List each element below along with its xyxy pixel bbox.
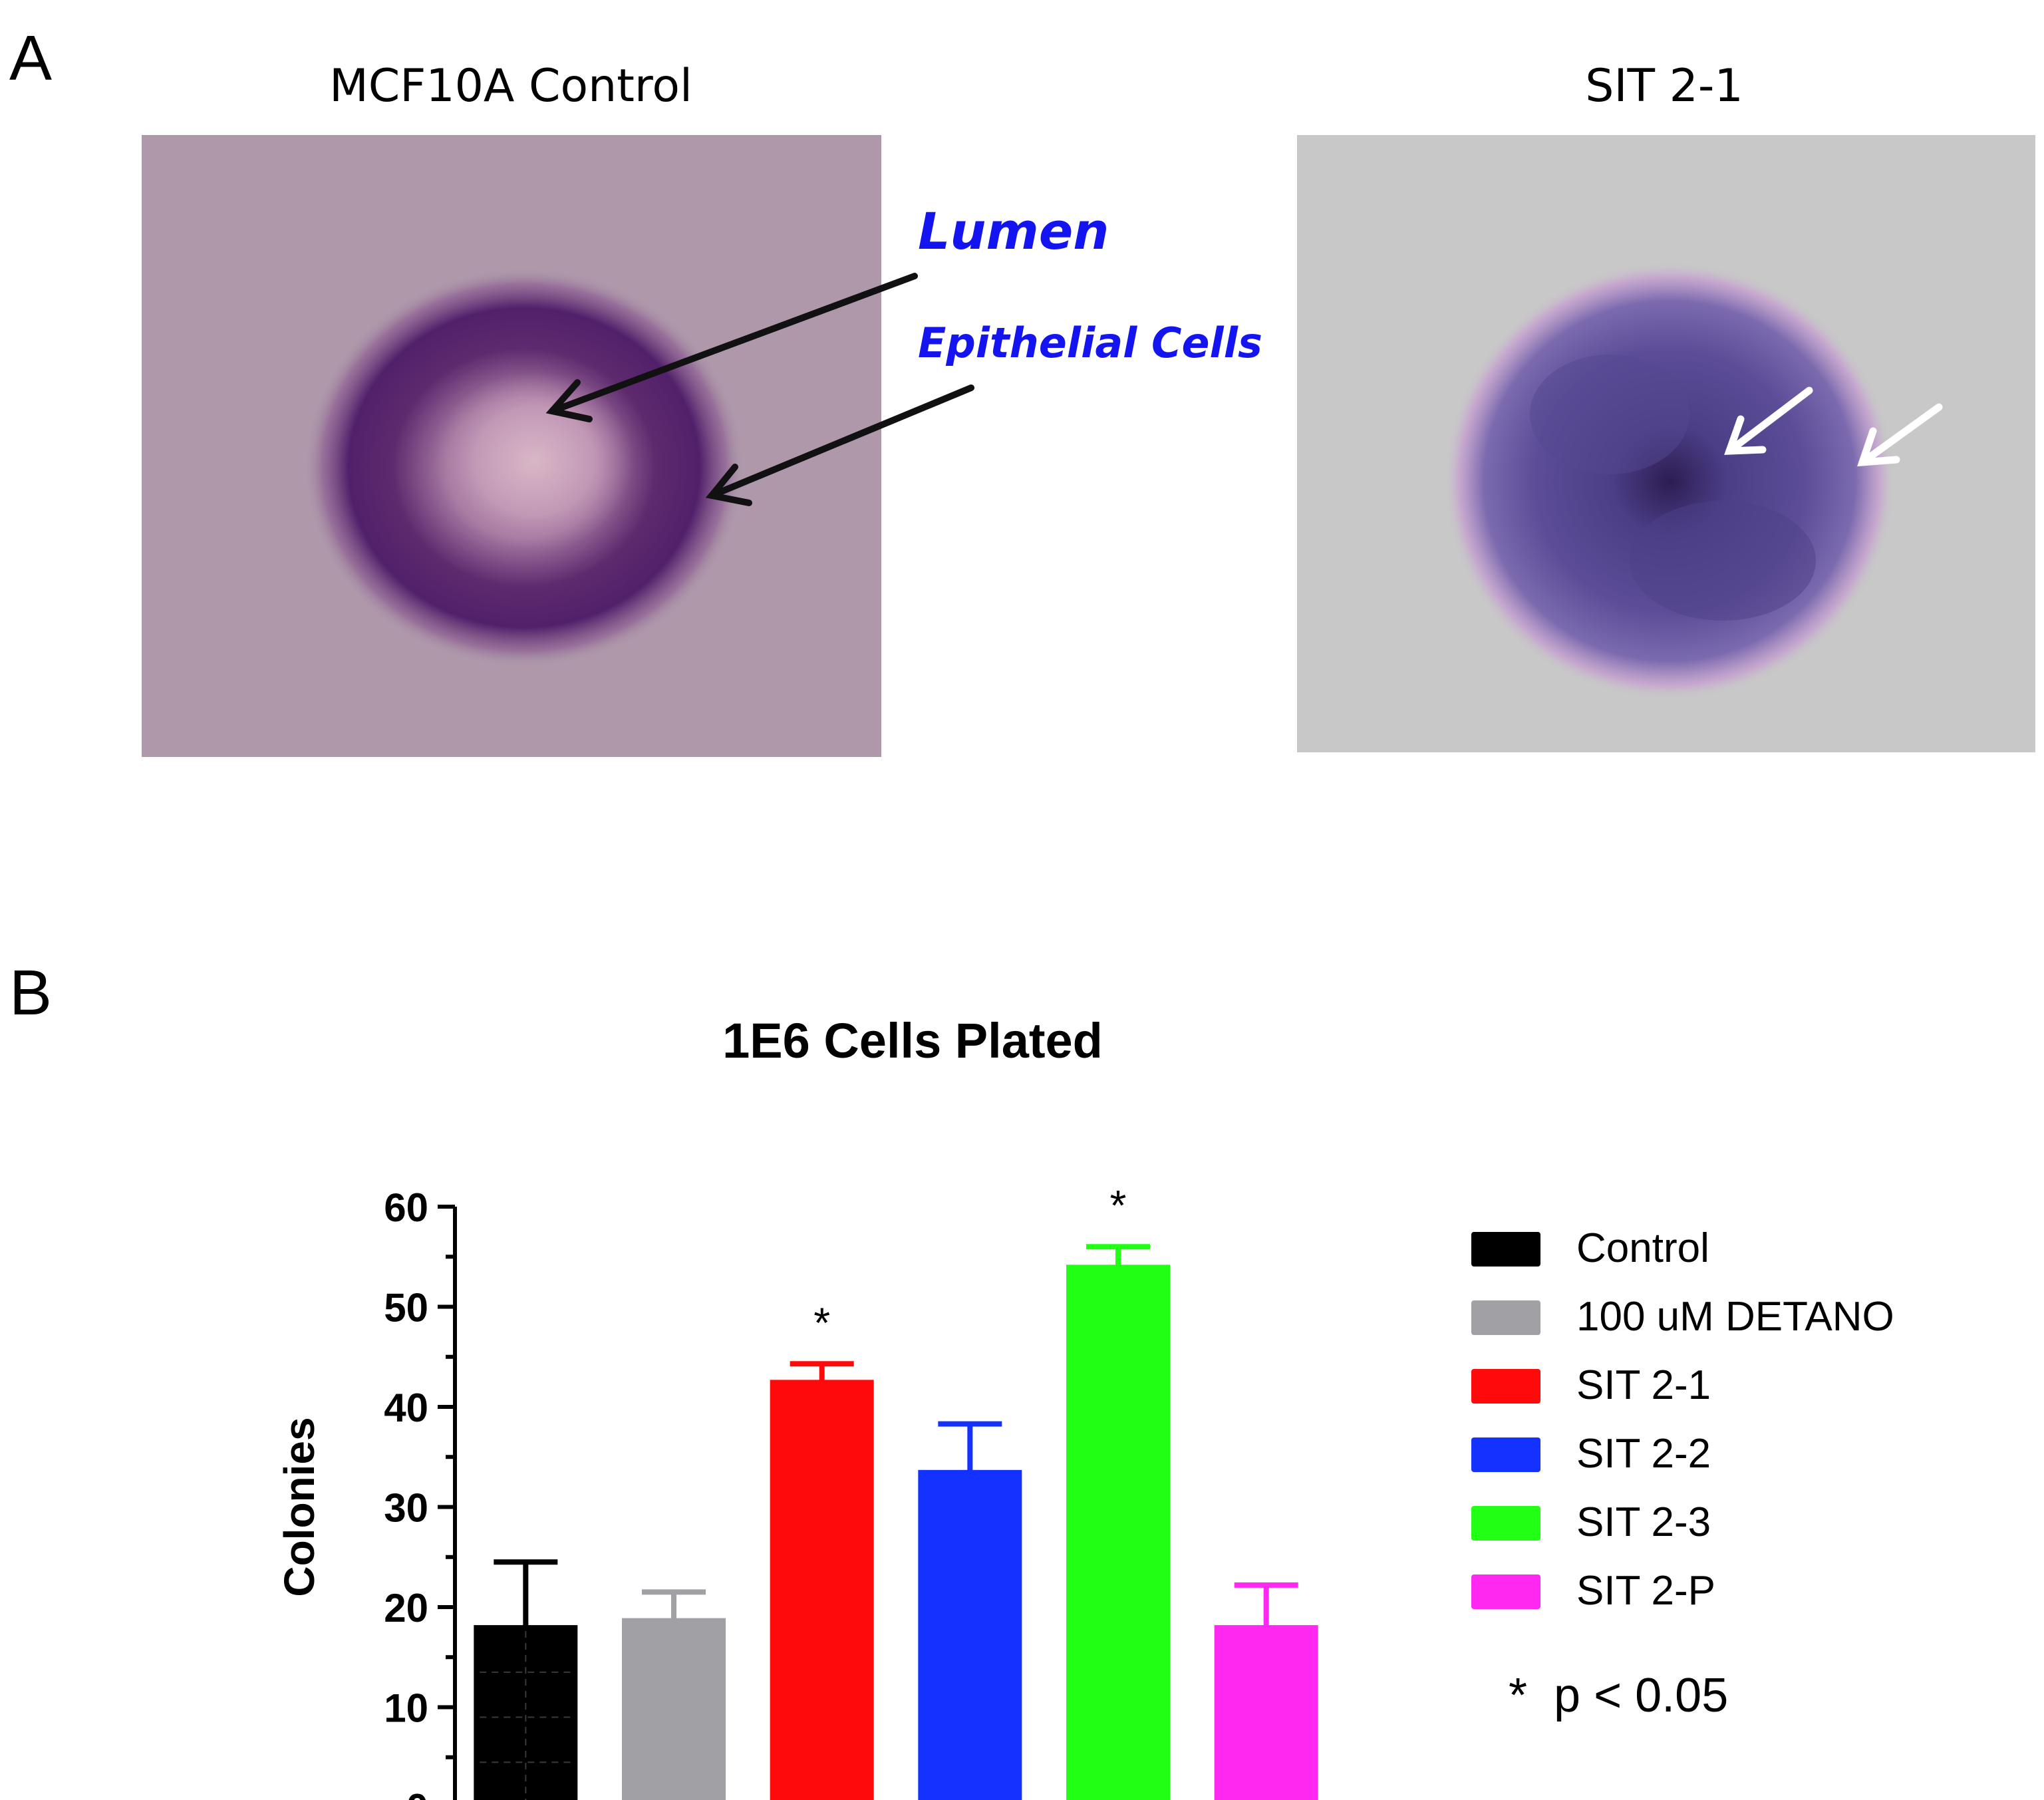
epithelial-arrow <box>708 384 974 499</box>
white-arrow-center-head <box>1724 415 1767 455</box>
significance-asterisk: * <box>813 1298 830 1346</box>
annotation-arrows <box>545 273 1943 506</box>
white-arrow-edge-head <box>1857 427 1900 467</box>
white-arrow-center <box>1725 386 1813 455</box>
legend-label: Control <box>1576 1225 1709 1271</box>
epithelial-arrowhead <box>705 464 752 506</box>
legend-swatch <box>1471 1300 1540 1335</box>
right-image-title: SIT 2-1 <box>1585 60 1743 112</box>
white-arrow-edge <box>1858 403 1943 466</box>
left-image-title: MCF10A Control <box>329 60 692 112</box>
y-tick-label: 60 <box>384 1185 428 1230</box>
legend-label: SIT 2-3 <box>1576 1499 1711 1545</box>
legend-label: SIT 2-2 <box>1576 1431 1711 1477</box>
legend-label: SIT 2-P <box>1576 1568 1715 1614</box>
legend-label: SIT 2-1 <box>1576 1362 1711 1408</box>
y-tick-label: 50 <box>384 1286 428 1330</box>
panel-a-label: A <box>9 23 53 94</box>
bar-sit-2-p <box>1214 1625 1318 1800</box>
control-micrograph <box>142 135 881 757</box>
significance-footnote: * p < 0.05 <box>1509 1669 1728 1722</box>
panel-b-label: B <box>9 957 53 1028</box>
legend-swatch <box>1471 1506 1540 1541</box>
bar-100-um-detano <box>622 1618 726 1800</box>
bar-chart: 1E6 Cells Plated Colonies 0 10 20 30 40 50 60 * * C… <box>0 865 2044 1800</box>
lumen-label: Lumen <box>918 202 1109 261</box>
lumen-arrowhead <box>545 379 593 422</box>
legend-swatch <box>1471 1232 1540 1267</box>
y-tick-label: 20 <box>384 1586 428 1630</box>
y-tick-label: 10 <box>384 1686 428 1731</box>
legend-swatch <box>1471 1369 1540 1404</box>
significance-asterisk: * <box>1110 1181 1127 1229</box>
sit-2-1-micrograph <box>1297 135 2035 752</box>
legend-swatch <box>1471 1575 1540 1609</box>
bar-sit-2-2 <box>918 1469 1022 1800</box>
lumen-arrow <box>549 273 918 414</box>
epithelial-cells-label: Epithelial Cells <box>918 319 1262 367</box>
legend-swatch <box>1471 1437 1540 1472</box>
bar-control <box>474 1625 578 1800</box>
bar-sit-2-3 <box>1066 1265 1170 1800</box>
chart-title: 1E6 Cells Plated <box>722 1013 1103 1068</box>
y-axis-label: Colonies <box>275 1417 323 1596</box>
bar-sit-2-1 <box>770 1380 874 1800</box>
y-tick-label: 0 <box>406 1786 428 1800</box>
y-tick-label: 30 <box>384 1486 428 1531</box>
legend-label: 100 uM DETANO <box>1576 1294 1894 1340</box>
y-tick-label: 40 <box>384 1386 428 1430</box>
